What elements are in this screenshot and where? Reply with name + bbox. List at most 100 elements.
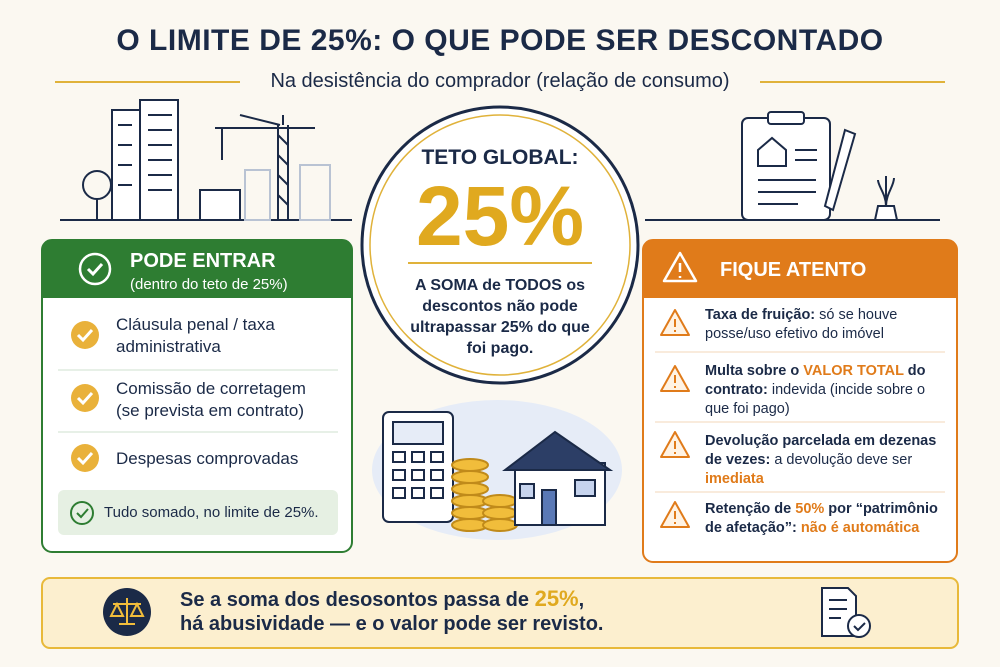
left-panel-part (58, 369, 338, 433)
city-illustration-part (277, 125, 289, 220)
house-illustration-part-part (430, 487, 444, 499)
right-panel-part (643, 240, 957, 298)
city-illustration-part (118, 114, 172, 191)
footer-line: há abusividade — e o valor pode ser revi… (180, 613, 604, 635)
left-subtitle: (dentro do teto de 25%) (130, 276, 288, 293)
footer-text: , (578, 589, 585, 611)
contract-illustration (645, 111, 940, 221)
left-panel-part (71, 321, 99, 472)
item-highlight: 50% (795, 501, 825, 517)
center-circle-part (360, 105, 640, 385)
right-item: Devolução parcelada em dezenas de vezes:… (705, 432, 943, 489)
house-illustration-part-part (411, 469, 425, 481)
house-illustration-part-part (392, 451, 406, 463)
contract-illustration-part (877, 176, 895, 207)
right-item: Multa sobre o VALOR TOTAL do contrato: i… (705, 362, 943, 419)
left-panel-part-part (71, 384, 99, 412)
item-lead: Taxa de fruição: (705, 307, 816, 323)
left-panel-part-part (76, 328, 94, 343)
right-item: Taxa de fruição: só se houve posse/uso e… (705, 306, 943, 344)
left-item: Comissão de corretagem (se prevista em c… (116, 379, 306, 420)
left-panel-part-part (71, 321, 99, 349)
center-circle-part (369, 114, 631, 376)
contract-illustration-part (873, 205, 899, 221)
item-text: a devolução deve ser (770, 452, 913, 468)
city-illustration-part (215, 114, 315, 129)
footer-box-part (109, 598, 145, 625)
house-illustration-part-part (430, 451, 444, 463)
footer-box-part (41, 577, 959, 649)
contract-illustration-part (757, 136, 787, 167)
house-illustration-part-part (451, 470, 489, 484)
left-panel-part (76, 328, 94, 466)
item-lead: Retenção de (705, 501, 796, 517)
contract-illustration-part (767, 111, 805, 125)
subtitle: Na desistência do comprador (relação de … (270, 70, 730, 92)
left-panel (41, 239, 353, 553)
city-illustration-part (244, 164, 331, 221)
house-illustration-part (392, 451, 444, 499)
item-highlight: VALOR TOTAL (803, 363, 904, 379)
right-item: Retenção de 50% por “patrimônio de afeta… (705, 500, 943, 538)
left-note: Tudo somado, no limite de 25%. (104, 504, 319, 521)
left-item: Despesas comprovadas (116, 449, 299, 468)
contract-illustration-part (758, 149, 817, 205)
city-illustration-part (199, 189, 241, 221)
city-illustration (60, 99, 352, 221)
house-illustration-part (541, 489, 557, 526)
right-title: FIQUE ATENTO (720, 259, 867, 281)
left-panel-part (76, 508, 89, 519)
footer-box (41, 577, 959, 649)
right-panel (642, 239, 958, 563)
left-item: Cláusula penal / taxa administrativa (116, 315, 275, 356)
item-lead: do contrato: (705, 363, 926, 398)
house-illustration-part-part (430, 469, 444, 481)
house-illustration-part (451, 458, 518, 532)
house-illustration-part (502, 430, 614, 471)
title: O LIMITE DE 25%: O QUE PODE SER DESCONTA… (116, 24, 884, 57)
house-illustration-part-part (482, 494, 518, 508)
footer-text: Se a soma dos desosontos passa de (180, 589, 535, 611)
center-label: TETO GLOBAL: (421, 146, 579, 169)
center-text: A SOMA de TODOS os descontos não pode ul… (410, 277, 590, 357)
house-illustration-part-part (411, 487, 425, 499)
footer-box-part (853, 622, 866, 632)
house-illustration-part (574, 479, 596, 497)
house-illustration (372, 400, 622, 540)
house-illustration-part-part (451, 482, 489, 496)
item-highlight: imediata (705, 471, 764, 487)
footer-box-part (829, 599, 847, 619)
item-highlight: não é automática (796, 520, 920, 536)
left-panel-part (70, 501, 94, 525)
left-panel-part-part (76, 391, 94, 406)
item-lead: por “patrimônio de afetação”: (705, 501, 938, 536)
city-illustration-part-part (244, 169, 271, 221)
house-illustration-part-part (451, 458, 489, 472)
footer-line: Se a soma dos desosontos passa de 25%, (180, 586, 584, 612)
item-lead: Multa sobre o (705, 363, 804, 379)
item-text: só se houve posse/uso efetivo do imóvel (705, 307, 898, 342)
left-title: PODE ENTRAR (130, 250, 276, 272)
house-illustration-part (519, 483, 535, 499)
center-circle (360, 105, 640, 385)
house-illustration-part-part (392, 487, 406, 499)
contract-illustration-part (823, 128, 857, 212)
left-panel-part (42, 240, 352, 298)
city-illustration-part-part (299, 164, 331, 221)
house-illustration-part (514, 462, 606, 526)
house-illustration-part-part (392, 469, 406, 481)
house-illustration-part-part (482, 518, 518, 532)
center-value: 25% (415, 169, 585, 263)
item-lead: Devolução parcelada em dezenas de vezes: (705, 433, 937, 468)
right-panel-part (662, 251, 698, 283)
house-illustration-part (392, 421, 444, 445)
right-panel-part (655, 351, 945, 493)
left-panel-part-part (76, 451, 94, 466)
city-illustration-part (82, 170, 112, 200)
left-panel-part (78, 252, 112, 286)
house-illustration-part-part (482, 506, 518, 520)
item-text: indevida (incide sobre o que foi pago) (705, 382, 926, 417)
left-panel-part (86, 262, 104, 277)
